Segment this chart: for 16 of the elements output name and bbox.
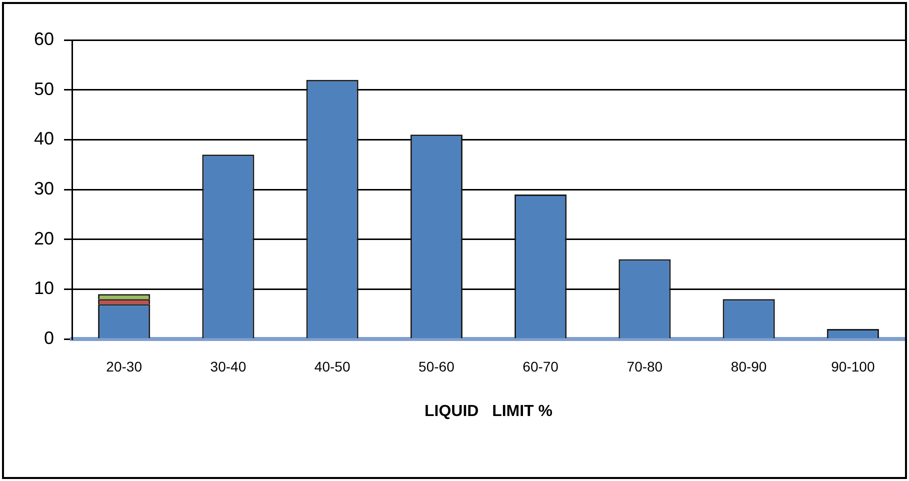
x-tick-label: 90-100 <box>831 358 875 374</box>
x-tick-label: 50-60 <box>418 358 455 374</box>
x-tick-label: 30-40 <box>210 358 246 374</box>
y-tick-label: 60 <box>34 28 54 49</box>
y-tick-label: 50 <box>34 78 54 99</box>
y-tick-label: 40 <box>34 128 54 149</box>
x-axis-title: LIQUID LIMIT % <box>424 402 553 420</box>
x-tick-label: 70-80 <box>626 358 663 374</box>
y-tick-label: 0 <box>44 328 54 348</box>
x-tick-label: 20-30 <box>106 358 142 374</box>
y-tick-label: 30 <box>34 178 54 198</box>
x-tick-label: 80-90 <box>730 358 767 374</box>
x-tick-label: 40-50 <box>314 358 350 374</box>
x-tick-label: 60-70 <box>522 358 559 374</box>
y-tick-label: 10 <box>34 278 54 298</box>
y-tick-label: 20 <box>34 228 54 248</box>
